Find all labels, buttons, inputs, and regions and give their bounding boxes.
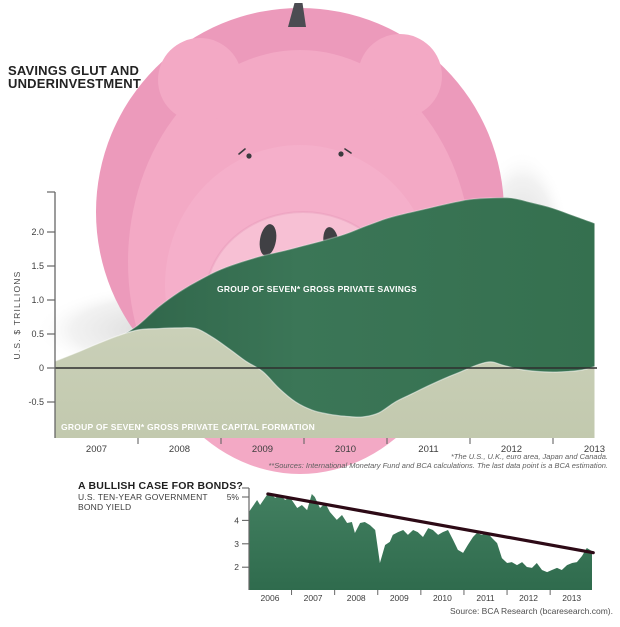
- page-title-line1: SAVINGS GLUT AND: [8, 63, 140, 78]
- bond-chart-header: A BULLISH CASE FOR BONDS? U.S. TEN-YEAR …: [78, 480, 243, 512]
- bond-y-tick-label: 2: [234, 562, 239, 572]
- main-y-tick-label: 1.0: [31, 295, 44, 305]
- savings-line: [54, 196, 595, 362]
- main-y-tick-label: 2.0: [31, 227, 44, 237]
- main-x-year-label: 2009: [252, 444, 273, 455]
- main-y-tick-label: 1.5: [31, 261, 44, 271]
- main-x-year-label: 2010: [335, 444, 356, 455]
- bond-chart-subtitle-line1: U.S. TEN-YEAR GOVERNMENT: [78, 492, 208, 502]
- main-x-year-label: 2011: [418, 444, 438, 455]
- bond-y-tick-label: 3: [234, 539, 239, 549]
- bond-chart-title: A BULLISH CASE FOR BONDS?: [78, 480, 244, 492]
- formation-series-label: GROUP OF SEVEN* GROSS PRIVATE CAPITAL FO…: [61, 422, 316, 432]
- bond-y-tick-label: 5%: [227, 492, 240, 502]
- pig-nostril-left: [259, 224, 277, 256]
- main-y-tick-label: 0.5: [31, 329, 44, 339]
- capital-formation-area: [55, 327, 595, 438]
- bond-y-tick-label: 4: [234, 515, 239, 525]
- bond-x-year-label: 2008: [347, 593, 366, 603]
- pig-eye-left: [246, 153, 252, 159]
- bond-chart-axes: 5% 4 3 2 2006 2007 2008 2009 2010 2011 2012 2013: [227, 487, 581, 603]
- savings-series-label: GROUP OF SEVEN* GROSS PRIVATE SAVINGS: [217, 284, 417, 294]
- main-y-axis-title: U.S. $ TRILLIONS: [12, 271, 22, 360]
- pig-brow-right: [344, 148, 352, 154]
- main-y-tick-label: 0: [39, 363, 44, 373]
- pig-ear-left: [158, 38, 242, 122]
- bond-x-year-label: 2007: [304, 593, 323, 603]
- bond-x-year-label: 2012: [519, 593, 538, 603]
- bond-chart-subtitle-line2: BOND YIELD: [78, 502, 132, 512]
- coin-slot-icon: [288, 3, 306, 27]
- pig-eye-right: [338, 151, 344, 157]
- pig-ear-right: [358, 34, 442, 118]
- bond-x-year-label: 2010: [433, 593, 452, 603]
- page-title: SAVINGS GLUT AND UNDERINVESTMENT: [8, 64, 141, 90]
- bond-chart-areas: [248, 492, 595, 590]
- yield-trendline: [266, 492, 595, 555]
- main-x-year-label: 2008: [169, 444, 190, 455]
- bond-x-year-label: 2006: [261, 593, 280, 603]
- main-y-tick-label: -0.5: [28, 397, 44, 407]
- main-chart-areas: [54, 196, 597, 438]
- bond-yield-area: [248, 494, 592, 590]
- bond-x-year-label: 2013: [562, 593, 581, 603]
- page-title-line2: UNDERINVESTMENT: [8, 76, 142, 91]
- footnote-sources: **Sources: International Monetary Fund a…: [268, 461, 608, 470]
- source-credit: Source: BCA Research (bcaresearch.com).: [450, 606, 613, 616]
- footnotes: *The U.S., U.K., euro area, Japan and Ca…: [268, 452, 608, 470]
- bond-x-year-label: 2009: [390, 593, 409, 603]
- savings-investment-chart: 2.0 1.5 1.0 0.5 0 -0.5 2007 2008 2009 2010 2011 201…: [12, 191, 605, 455]
- main-x-year-label: 2013: [584, 444, 605, 455]
- footnote-countries: *The U.S., U.K., euro area, Japan and Ca…: [450, 452, 608, 461]
- main-chart-axes: 2.0 1.5 1.0 0.5 0 -0.5 2007 2008 2009 2010 2011 201…: [12, 191, 605, 455]
- pig-brow-left: [238, 148, 246, 155]
- bond-yield-chart: 5% 4 3 2 2006 2007 2008 2009 2010 2011 2012 2013: [227, 487, 595, 603]
- main-x-year-label: 2007: [86, 444, 107, 455]
- main-x-year-label: 2012: [501, 444, 522, 455]
- bond-x-year-label: 2011: [476, 593, 495, 603]
